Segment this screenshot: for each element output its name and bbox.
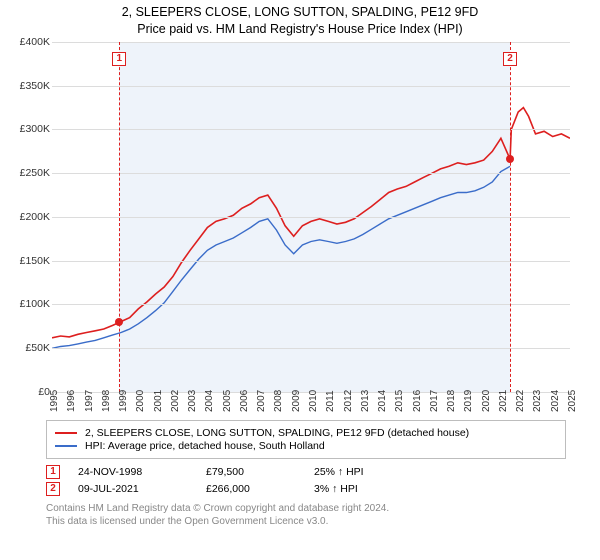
grid-line xyxy=(52,42,570,43)
info-price-2: £266,000 xyxy=(206,483,296,495)
x-tick-label: 1999 xyxy=(118,390,129,412)
legend-row-hpi: HPI: Average price, detached house, Sout… xyxy=(55,440,557,452)
x-tick-label: 2004 xyxy=(204,390,215,412)
legend-row-property: 2, SLEEPERS CLOSE, LONG SUTTON, SPALDING… xyxy=(55,427,557,439)
series-property xyxy=(52,107,570,337)
y-tick-label: £200K xyxy=(20,211,50,223)
sale-marker-box-1: 1 xyxy=(112,52,126,66)
x-tick-label: 2005 xyxy=(222,390,233,412)
y-tick-label: £100K xyxy=(20,298,50,310)
credits: Contains HM Land Registry data © Crown c… xyxy=(46,502,566,528)
x-tick-label: 2012 xyxy=(343,390,354,412)
title-line1: 2, SLEEPERS CLOSE, LONG SUTTON, SPALDING… xyxy=(6,4,594,21)
x-tick-label: 2025 xyxy=(567,390,578,412)
x-tick-label: 2011 xyxy=(325,390,336,412)
x-tick-label: 2020 xyxy=(481,390,492,412)
legend-swatch-property xyxy=(55,432,77,434)
legend-label-property: 2, SLEEPERS CLOSE, LONG SUTTON, SPALDING… xyxy=(85,427,469,439)
x-tick-label: 2015 xyxy=(394,390,405,412)
x-tick-label: 2010 xyxy=(308,390,319,412)
info-price-1: £79,500 xyxy=(206,466,296,478)
y-tick-label: £300K xyxy=(20,123,50,135)
info-row-1: 1 24-NOV-1998 £79,500 25% ↑ HPI xyxy=(46,465,566,479)
info-marker-2: 2 xyxy=(46,482,60,496)
sale-dot-2 xyxy=(506,155,514,163)
grid-line xyxy=(52,304,570,305)
info-hpi-1: 25% ↑ HPI xyxy=(314,466,414,478)
grid-line xyxy=(52,173,570,174)
x-tick-label: 2014 xyxy=(377,390,388,412)
credits-line2: This data is licensed under the Open Gov… xyxy=(46,515,566,528)
grid-line xyxy=(52,217,570,218)
legend-label-hpi: HPI: Average price, detached house, Sout… xyxy=(85,440,325,452)
info-marker-1: 1 xyxy=(46,465,60,479)
x-tick-label: 2019 xyxy=(463,390,474,412)
plot-area: 12 xyxy=(52,42,570,392)
legend: 2, SLEEPERS CLOSE, LONG SUTTON, SPALDING… xyxy=(46,420,566,528)
sale-vline-2 xyxy=(510,42,511,392)
title-line2: Price paid vs. HM Land Registry's House … xyxy=(6,21,594,38)
x-tick-label: 2017 xyxy=(429,390,440,412)
x-tick-label: 1995 xyxy=(49,390,60,412)
x-tick-label: 2016 xyxy=(412,390,423,412)
x-tick-label: 2009 xyxy=(291,390,302,412)
info-hpi-2: 3% ↑ HPI xyxy=(314,483,414,495)
x-tick-label: 2003 xyxy=(187,390,198,412)
grid-line xyxy=(52,86,570,87)
chart-area: £0£50K£100K£150K£200K£250K£300K£350K£400… xyxy=(6,42,594,414)
credits-line1: Contains HM Land Registry data © Crown c… xyxy=(46,502,566,515)
grid-line xyxy=(52,348,570,349)
sale-vline-1 xyxy=(119,42,120,392)
x-tick-label: 1998 xyxy=(101,390,112,412)
y-axis: £0£50K£100K£150K£200K£250K£300K£350K£400… xyxy=(6,42,52,392)
sale-marker-box-2: 2 xyxy=(503,52,517,66)
info-rows: 1 24-NOV-1998 £79,500 25% ↑ HPI 2 09-JUL… xyxy=(46,465,566,496)
x-tick-label: 2022 xyxy=(515,390,526,412)
grid-line xyxy=(52,129,570,130)
y-tick-label: £50K xyxy=(25,342,50,354)
legend-swatch-hpi xyxy=(55,445,77,447)
x-tick-label: 2006 xyxy=(239,390,250,412)
x-tick-label: 2000 xyxy=(135,390,146,412)
x-tick-label: 2013 xyxy=(360,390,371,412)
x-tick-label: 1996 xyxy=(66,390,77,412)
x-tick-label: 2023 xyxy=(532,390,543,412)
x-tick-label: 2001 xyxy=(153,390,164,412)
y-tick-label: £150K xyxy=(20,255,50,267)
y-tick-label: £250K xyxy=(20,167,50,179)
x-tick-label: 2018 xyxy=(446,390,457,412)
grid-line xyxy=(52,261,570,262)
y-tick-label: £400K xyxy=(20,36,50,48)
info-date-2: 09-JUL-2021 xyxy=(78,483,188,495)
legend-box: 2, SLEEPERS CLOSE, LONG SUTTON, SPALDING… xyxy=(46,420,566,459)
sale-dot-1 xyxy=(115,318,123,326)
chart-title: 2, SLEEPERS CLOSE, LONG SUTTON, SPALDING… xyxy=(6,4,594,38)
x-tick-label: 1997 xyxy=(84,390,95,412)
x-tick-label: 2008 xyxy=(273,390,284,412)
info-row-2: 2 09-JUL-2021 £266,000 3% ↑ HPI xyxy=(46,482,566,496)
x-tick-label: 2002 xyxy=(170,390,181,412)
x-tick-label: 2007 xyxy=(256,390,267,412)
x-axis: 1995 1996 1997 1998 1999 2000 2001 2002 2003 2004… xyxy=(52,392,570,414)
y-tick-label: £350K xyxy=(20,80,50,92)
x-tick-label: 2024 xyxy=(550,390,561,412)
x-tick-label: 2021 xyxy=(498,390,509,412)
info-date-1: 24-NOV-1998 xyxy=(78,466,188,478)
